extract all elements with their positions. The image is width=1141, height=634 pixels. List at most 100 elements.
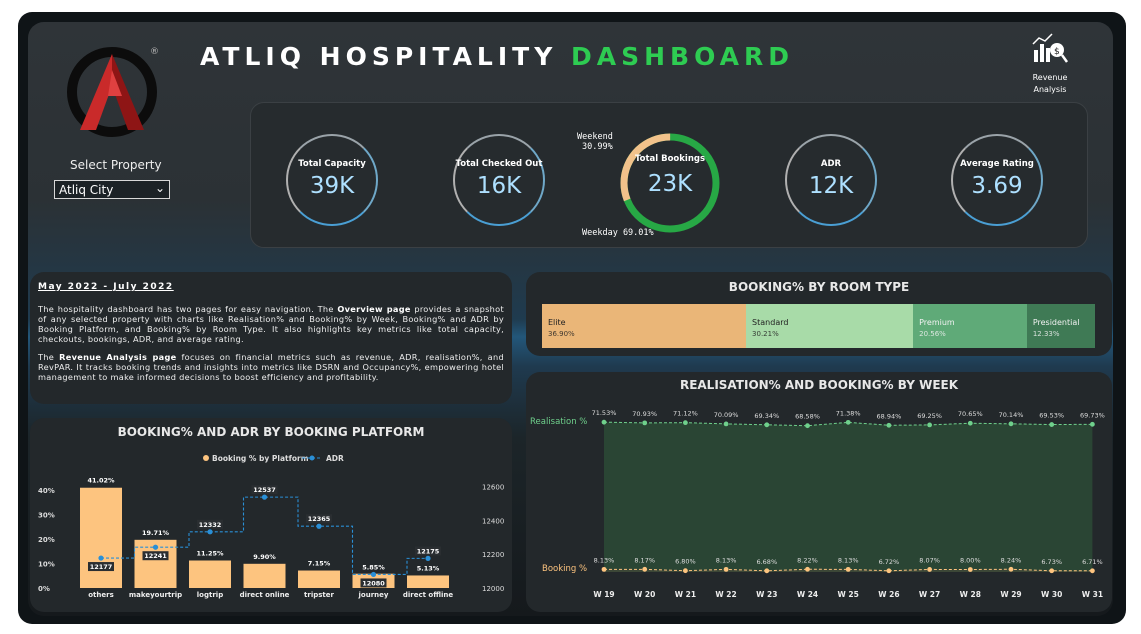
kpi-value: 39K — [309, 173, 355, 199]
room-type-name: Premium — [919, 318, 955, 327]
adr-label-box — [415, 546, 441, 556]
booking-data-label: 5.85% — [362, 564, 385, 572]
weekly-plot: Realisation % Booking % 71.53% 70.93% 71.1… — [530, 409, 1105, 599]
booking-data-label: 8.13% — [594, 556, 615, 564]
booking-data-label: 6.68% — [756, 558, 777, 566]
adr-data-label: 12175 — [417, 547, 440, 555]
room-type-name: Presidential — [1032, 318, 1080, 327]
y-left-tick: 40% — [38, 487, 55, 495]
booking-data-label: 8.07% — [919, 556, 940, 564]
kpi-value: 23K — [648, 171, 693, 197]
booking-point — [845, 566, 851, 572]
realisation-data-label: 69.34% — [754, 412, 779, 420]
adr-label-box — [306, 514, 332, 524]
booking-data-label: 7.15% — [308, 560, 331, 568]
room-type-chart: BOOKING% BY ROOM TYPE Elite 36.90% Standar… — [526, 272, 1112, 356]
realisation-area — [604, 422, 1093, 572]
x-tick: W 25 — [838, 590, 859, 599]
realisation-data-label: 70.14% — [999, 411, 1024, 419]
kpi-average-rating: Average Rating 3.69 — [951, 134, 1043, 226]
room-type-percent: 36.90% — [548, 330, 575, 338]
booking-point — [723, 566, 729, 572]
kpi-total-capacity: Total Capacity 39K — [286, 134, 378, 226]
y-right-tick: 12000 — [482, 585, 504, 593]
adr-point — [425, 555, 431, 561]
description-panel: May 2022 - July 2022 The hospitality das… — [30, 272, 512, 404]
x-tick: W 23 — [756, 590, 777, 599]
kpi-total-checked-out: Total Checked Out 16K — [453, 134, 545, 226]
booking-data-label: 8.13% — [838, 556, 859, 564]
realisation-point — [1008, 421, 1014, 427]
y-left-tick: 30% — [38, 512, 55, 520]
x-tick: others — [88, 591, 114, 599]
kpi-label: Total Bookings — [635, 154, 705, 164]
room-type-bar-presidential[interactable]: Presidential 12.33% — [1026, 304, 1095, 348]
booking-data-label: 6.72% — [879, 558, 900, 566]
total-bookings-donut: Total Bookings 23K — [620, 133, 720, 233]
booking-data-label: 8.24% — [1001, 556, 1022, 564]
x-tick: W 20 — [634, 590, 655, 599]
realisation-point — [601, 419, 607, 425]
x-tick: W 24 — [797, 590, 818, 599]
realisation-point — [642, 420, 648, 426]
realisation-point — [1049, 422, 1055, 427]
y-left-tick: 0% — [38, 585, 50, 593]
room-type-bar-standard[interactable]: Standard 30.21% — [746, 304, 914, 348]
atliq-logo: ® — [67, 47, 159, 137]
booking-data-label: 6.80% — [675, 558, 696, 566]
booking-data-label: 6.73% — [1041, 558, 1062, 566]
x-tick: W 27 — [919, 590, 940, 599]
legend: Booking % by Platform ADR — [203, 454, 344, 463]
adr-label-box — [251, 485, 278, 495]
x-tick: W 22 — [715, 590, 736, 599]
room-type-bar-premium[interactable]: Premium 20.56% — [913, 304, 1027, 348]
x-tick: W 30 — [1041, 590, 1062, 599]
booking-data-label: 11.25% — [196, 550, 224, 558]
booking-platform-chart: BOOKING% AND ADR BY BOOKING PLATFORM Boo… — [30, 418, 512, 612]
realisation-data-label: 69.53% — [1039, 412, 1064, 420]
chart-title: REALISATION% AND BOOKING% BY WEEK — [679, 378, 959, 392]
property-dropdown-value: Atliq City — [59, 183, 114, 197]
chart-title: BOOKING% BY ROOM TYPE — [728, 280, 910, 294]
realisation-data-label: 70.65% — [958, 410, 983, 418]
x-tick: tripster — [304, 591, 334, 599]
adr-data-label: 12177 — [90, 563, 113, 571]
room-type-percent: 20.56% — [919, 330, 946, 338]
realisation-data-label: 70.09% — [714, 411, 739, 419]
platform-bar — [189, 560, 231, 588]
realisation-series-label: Realisation % — [530, 417, 587, 427]
realisation-point — [683, 420, 688, 426]
revenue-analysis-nav-button[interactable]: $ Revenue Analysis — [1024, 32, 1076, 96]
booking-point — [1090, 568, 1095, 574]
adr-line — [101, 496, 428, 576]
realisation-data-label: 69.73% — [1080, 411, 1105, 419]
platform-bar — [407, 575, 449, 588]
booking-point — [1008, 566, 1014, 572]
adr-point — [98, 555, 104, 561]
booking-point — [886, 568, 892, 574]
booking-data-label: 8.13% — [716, 556, 737, 564]
room-type-bar-elite[interactable]: Elite 36.90% — [542, 304, 747, 348]
booking-data-label: 8.22% — [797, 556, 818, 564]
realisation-point — [805, 423, 810, 429]
kpi-label: Total Capacity — [298, 159, 366, 169]
adr-data-label: 12365 — [308, 515, 331, 523]
kpi-value: 16K — [476, 173, 522, 199]
booking-point — [764, 568, 770, 574]
kpi-label: Total Checked Out — [455, 159, 543, 169]
adr-data-label: 12332 — [199, 521, 222, 529]
platform-bar — [243, 563, 286, 588]
y-right-tick: 12600 — [482, 483, 504, 491]
platform-bar — [298, 570, 340, 588]
y-right-tick: 12200 — [482, 551, 504, 559]
revenue-analysis-icon: $ — [1032, 33, 1069, 63]
booking-data-label: 6.71% — [1082, 558, 1103, 566]
x-tick: makeyourtrip — [129, 591, 182, 599]
kpi-adr: ADR 12K — [785, 134, 877, 226]
adr-data-label: 12241 — [144, 552, 167, 560]
property-dropdown[interactable]: Atliq City ⌄ — [54, 180, 170, 199]
realisation-data-label: 68.94% — [877, 412, 902, 420]
select-property-label: Select Property — [70, 158, 162, 172]
x-tick: direct offline — [403, 591, 454, 599]
realisation-point — [723, 421, 729, 427]
